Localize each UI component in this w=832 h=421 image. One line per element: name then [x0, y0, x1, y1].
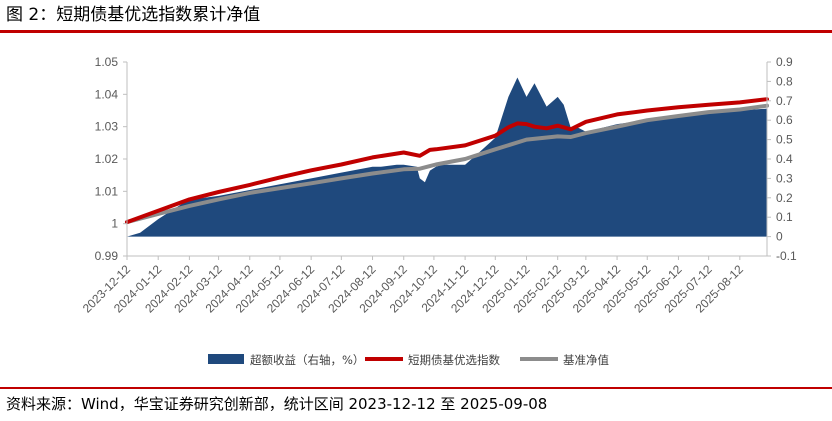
left-tick-label: 1.02	[95, 152, 119, 166]
source-note: 资料来源：Wind，华宝证券研究创新部，统计区间 2023-12-12 至 20…	[6, 395, 548, 413]
right-tick-label: 0	[776, 230, 783, 244]
right-tick-label: 0.6	[776, 113, 793, 127]
source-rule	[0, 387, 832, 389]
left-tick-label: 1.05	[95, 55, 119, 69]
title-rule	[0, 30, 832, 33]
right-tick-label: 0.3	[776, 171, 793, 185]
figure-title: 图 2：短期债基优选指数累计净值	[6, 5, 261, 25]
excess-return-area	[127, 77, 767, 237]
legend: 超额收益（右轴，%） 短期债基优选指数 基准净值	[208, 353, 609, 367]
right-tick-label: -0.1	[776, 249, 797, 263]
benchmark-nav-line	[125, 103, 769, 225]
chart: 0.99 1 1.01 1.02 1.03 1.04 1.05 -0.1 0 0.1 0.2 0.3 0…	[80, 55, 797, 367]
legend-swatch-excess-return	[208, 354, 244, 364]
right-tick-label: 0.2	[776, 191, 793, 205]
right-tick-label: 0.5	[776, 133, 793, 147]
right-tick-label: 0.1	[776, 210, 793, 224]
right-tick-label: 0.4	[776, 152, 793, 166]
left-tick-label: 1.01	[95, 184, 119, 198]
left-tick-label: 1.04	[95, 87, 119, 101]
legend-label-index: 短期债基优选指数	[408, 353, 500, 367]
index-nav-line	[125, 97, 769, 225]
right-tick-label: 0.7	[776, 94, 793, 108]
left-tick-label: 1.03	[95, 120, 119, 134]
left-tick-label: 0.99	[95, 249, 119, 263]
legend-label-benchmark: 基准净值	[563, 353, 609, 367]
right-tick-label: 0.8	[776, 74, 793, 88]
right-tick-label: 0.9	[776, 55, 793, 69]
excess-return-area-layer	[127, 77, 767, 237]
legend-label-excess-return: 超额收益（右轴，%）	[250, 353, 364, 367]
line-series-layer	[125, 97, 769, 225]
left-tick-label: 1	[111, 217, 118, 231]
